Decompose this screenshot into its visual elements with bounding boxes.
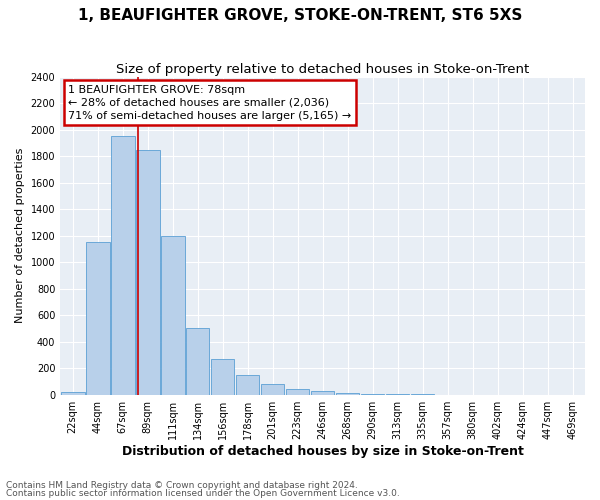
Bar (236, 375, 259, 394)
Bar (286, 390, 310, 394)
Text: 1, BEAUFIGHTER GROVE, STOKE-ON-TRENT, ST6 5XS: 1, BEAUFIGHTER GROVE, STOKE-ON-TRENT, ST… (78, 8, 522, 22)
Bar (111, 136, 134, 394)
Bar (61, 392, 85, 394)
Text: Contains HM Land Registry data © Crown copyright and database right 2024.: Contains HM Land Registry data © Crown c… (6, 480, 358, 490)
Y-axis label: Number of detached properties: Number of detached properties (15, 148, 25, 324)
Bar (211, 359, 235, 394)
Bar (186, 328, 209, 394)
Text: Contains public sector information licensed under the Open Government Licence v3: Contains public sector information licen… (6, 489, 400, 498)
Bar (311, 390, 334, 394)
Bar (136, 150, 160, 394)
Text: 1 BEAUFIGHTER GROVE: 78sqm
← 28% of detached houses are smaller (2,036)
71% of s: 1 BEAUFIGHTER GROVE: 78sqm ← 28% of deta… (68, 84, 351, 121)
Title: Size of property relative to detached houses in Stoke-on-Trent: Size of property relative to detached ho… (116, 62, 529, 76)
Bar (86, 242, 110, 394)
Bar (161, 236, 185, 394)
X-axis label: Distribution of detached houses by size in Stoke-on-Trent: Distribution of detached houses by size … (122, 444, 524, 458)
Bar (261, 384, 284, 394)
